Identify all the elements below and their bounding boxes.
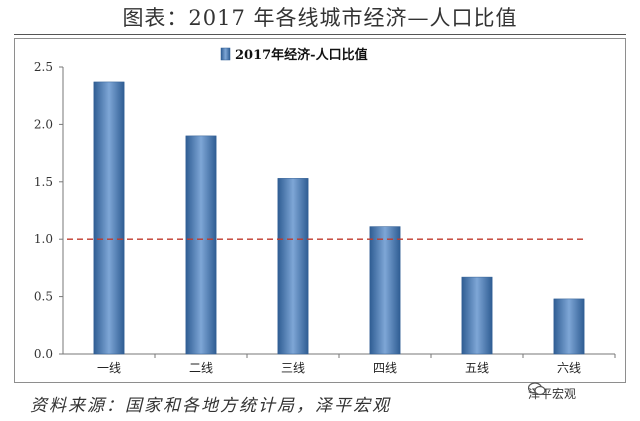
bar: [277, 178, 309, 355]
y-tick-label: 0.0: [34, 347, 53, 361]
y-tick-label: 0.5: [34, 290, 53, 304]
x-category-label: 二线: [189, 361, 213, 375]
bar: [93, 81, 125, 355]
legend-swatch: [220, 47, 231, 61]
legend-label: 2017年经济-人口比值: [235, 47, 368, 63]
axes-group: 0.0 0.5 1.0 1.5 2.0 2.5 一线 二线 三线 四线 五线 六线: [34, 60, 616, 375]
bar: [185, 135, 217, 355]
legend: 2017年经济-人口比值: [220, 47, 368, 63]
bar-chart: 0.0 0.5 1.0 1.5 2.0 2.5 一线 二线 三线 四线 五线 六线 2017年经济-人…: [34, 47, 616, 375]
y-tick-label: 2.5: [34, 60, 53, 74]
x-category-label: 四线: [373, 361, 397, 375]
bar: [553, 298, 585, 355]
wechat-icon: [528, 382, 546, 396]
chart-frame: 0.0 0.5 1.0 1.5 2.0 2.5 一线 二线 三线 四线 五线 六线 2017年经济-人…: [14, 38, 626, 383]
y-tick-label: 1.5: [34, 175, 53, 189]
figure-title: 图表：2017 年各线城市经济—人口比值: [122, 6, 518, 30]
wechat-watermark: 泽平宏观: [528, 382, 576, 404]
y-tick-label: 1.0: [34, 232, 53, 246]
x-category-label: 六线: [557, 361, 581, 375]
y-tick-label: 2.0: [34, 117, 53, 131]
x-category-label: 一线: [97, 361, 121, 375]
bars-group: [67, 81, 587, 355]
x-category-label: 五线: [465, 361, 489, 375]
source-note: 资料来源：国家和各地方统计局，泽平宏观: [30, 396, 391, 416]
bar: [369, 226, 401, 355]
title-divider: [14, 34, 626, 35]
x-category-label: 三线: [281, 361, 305, 375]
bar: [461, 276, 493, 355]
